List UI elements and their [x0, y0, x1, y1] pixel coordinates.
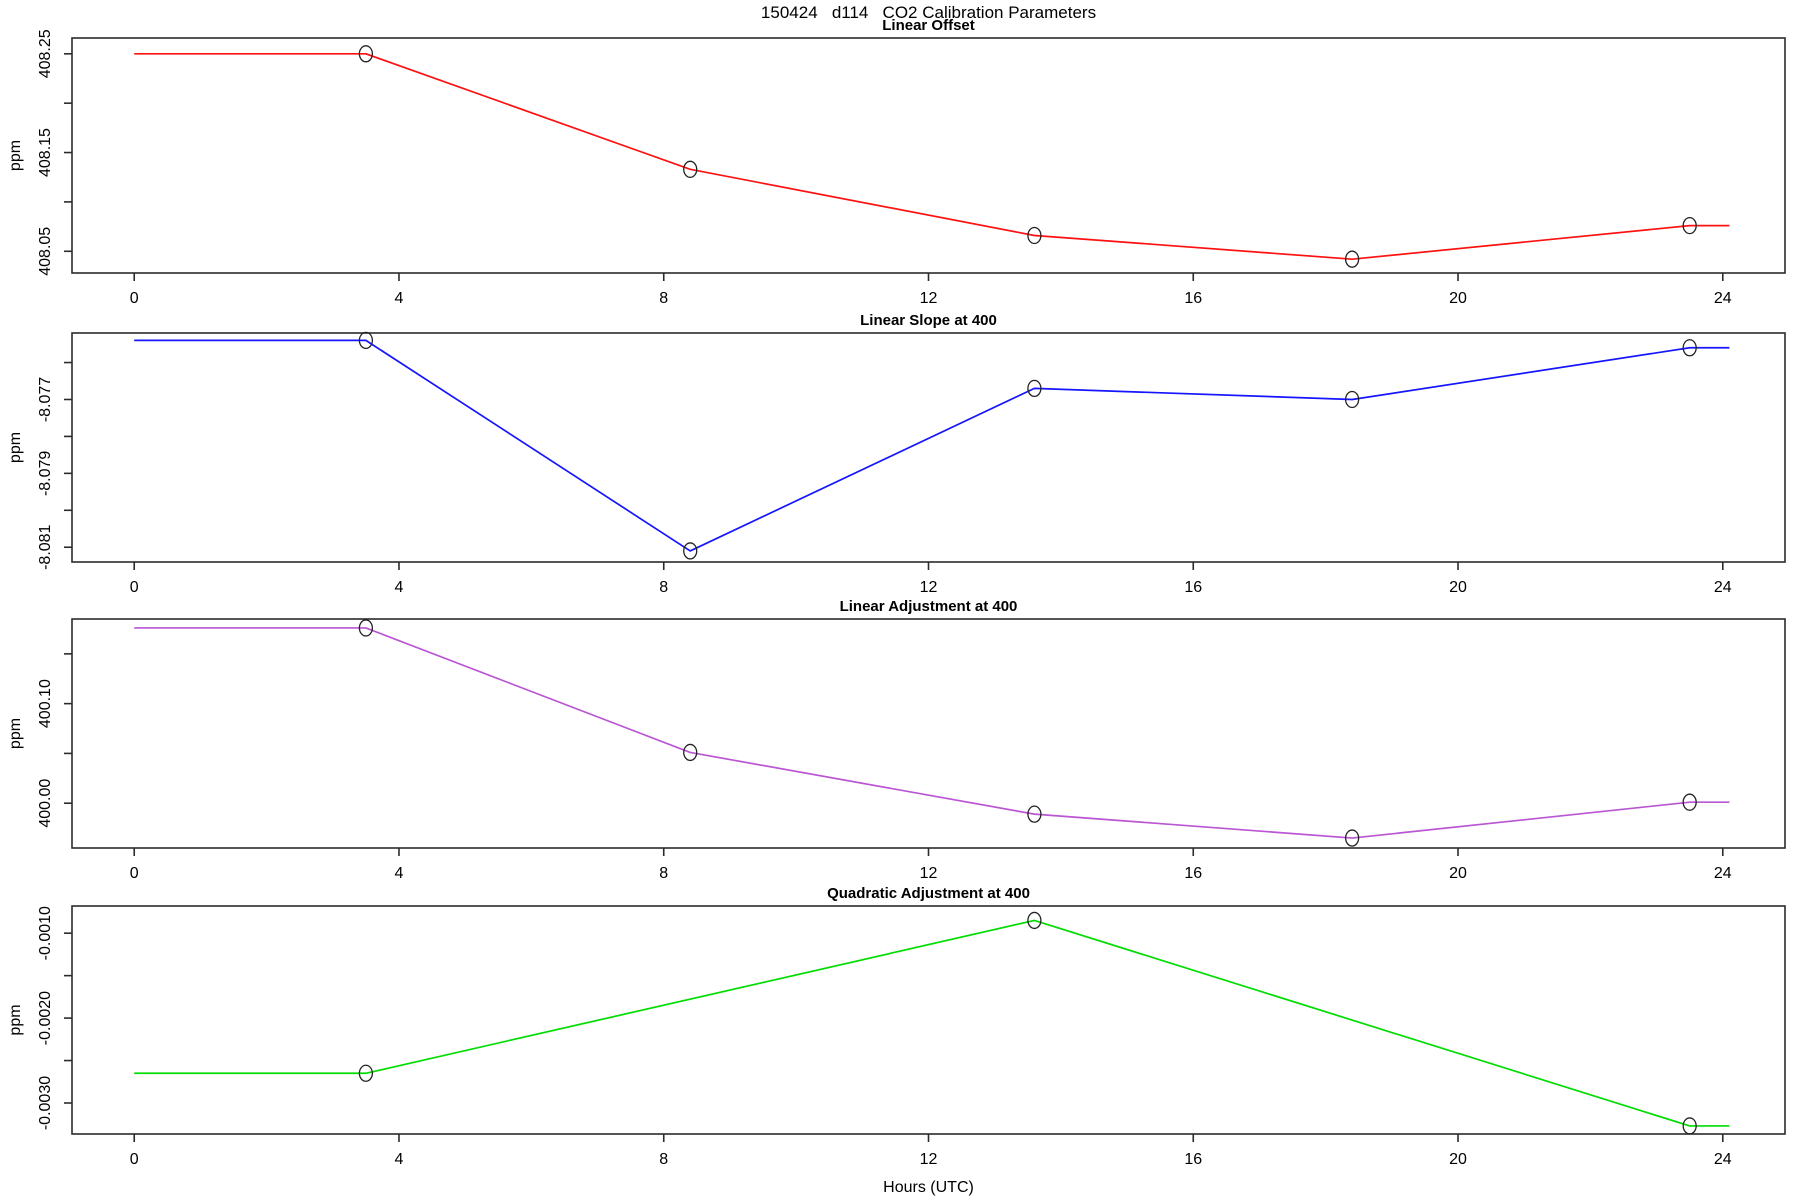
- x-axis-tick-label: 4: [395, 1151, 404, 1168]
- x-axis-tick-label: 24: [1714, 290, 1732, 307]
- y-axis-tick-label: 408.15: [37, 128, 54, 177]
- x-axis-tick-label: 0: [130, 1151, 139, 1168]
- series-line: [134, 627, 1730, 839]
- data-point: [358, 331, 374, 350]
- x-axis-tick-label: 8: [659, 865, 668, 882]
- x-axis-tick-label: 24: [1714, 1151, 1732, 1168]
- data-point: [683, 542, 698, 560]
- data-point: [1682, 1117, 1697, 1135]
- y-axis-tick-label: -8.081: [37, 524, 54, 569]
- y-axis-label: ppm: [7, 1004, 24, 1035]
- data-point: [358, 1064, 374, 1082]
- x-axis-tick-label: 12: [920, 1151, 938, 1168]
- data-point: [1027, 805, 1042, 823]
- panel-title: Linear Adjustment at 400: [840, 598, 1018, 615]
- data-point: [1682, 216, 1697, 235]
- data-point: [1027, 379, 1042, 398]
- page-title: 150424 d114 CO2 Calibration Parameters: [761, 3, 1096, 22]
- y-axis-tick-label: 400.10: [37, 679, 54, 728]
- x-axis-tick-label: 20: [1449, 290, 1467, 307]
- y-axis-tick-label: -0.0020: [37, 991, 54, 1045]
- x-axis-tick-label: 20: [1449, 865, 1467, 882]
- y-axis-label: ppm: [7, 140, 24, 171]
- y-axis-tick-label: -8.079: [37, 451, 54, 496]
- series-line: [134, 52, 1730, 261]
- data-point: [358, 619, 374, 637]
- x-axis-tick-label: 8: [659, 1151, 668, 1168]
- y-axis-tick-label: 408.05: [37, 227, 54, 276]
- data-point: [1682, 339, 1697, 357]
- x-axis-tick-label: 12: [920, 290, 938, 307]
- panel-4: [64, 905, 1786, 1142]
- y-axis-tick-label: -0.0030: [37, 1076, 54, 1130]
- data-point: [1682, 793, 1697, 811]
- x-axis-tick-label: 24: [1714, 865, 1732, 882]
- x-axis-tick-label: 20: [1449, 1151, 1467, 1168]
- y-axis-tick-label: 400.00: [37, 779, 54, 828]
- x-axis-tick-label: 4: [395, 865, 404, 882]
- x-axis-tick-label: 8: [659, 579, 668, 596]
- panel-3: [64, 618, 1786, 856]
- x-axis-tick-label: 16: [1184, 579, 1202, 596]
- series-line: [134, 339, 1730, 552]
- y-axis-label: ppm: [7, 432, 24, 463]
- plot-box: [71, 37, 1786, 274]
- plot-box: [71, 905, 1786, 1135]
- y-axis-tick-label: -0.0010: [37, 906, 54, 960]
- series-line: [134, 919, 1730, 1127]
- x-axis-tick-label: 16: [1184, 290, 1202, 307]
- data-point: [358, 45, 374, 63]
- x-axis-tick-label: 12: [920, 579, 938, 596]
- x-axis-title: Hours (UTC): [883, 1179, 974, 1196]
- x-axis-tick-label: 16: [1184, 865, 1202, 882]
- data-point: [1344, 829, 1360, 847]
- x-axis-tick-label: 0: [130, 865, 139, 882]
- data-point: [1344, 250, 1360, 268]
- x-axis-tick-label: 0: [130, 579, 139, 596]
- data-point: [683, 160, 698, 178]
- y-axis-label: ppm: [7, 718, 24, 749]
- y-axis-tick-label: -8.077: [37, 377, 54, 422]
- plot-box: [71, 332, 1786, 563]
- plot-box: [71, 618, 1786, 849]
- panel-title: Quadratic Adjustment at 400: [827, 885, 1030, 902]
- data-point: [1027, 226, 1042, 245]
- x-axis-tick-label: 4: [395, 579, 404, 596]
- x-axis-tick-label: 12: [920, 865, 938, 882]
- x-axis-tick-label: 24: [1714, 579, 1732, 596]
- panel-title: Linear Slope at 400: [860, 312, 997, 329]
- x-axis-tick-label: 16: [1184, 1151, 1202, 1168]
- y-axis-tick-label: 408.25: [37, 29, 54, 78]
- data-point: [1344, 390, 1360, 409]
- panel-1: [64, 37, 1786, 281]
- x-axis-tick-label: 20: [1449, 579, 1467, 596]
- panel-2: [64, 331, 1786, 570]
- data-point: [1027, 911, 1042, 930]
- x-axis-tick-label: 4: [395, 290, 404, 307]
- data-point: [683, 743, 698, 762]
- x-axis-tick-label: 8: [659, 290, 668, 307]
- x-axis-tick-label: 0: [130, 290, 139, 307]
- panel-title: Linear Offset: [882, 17, 975, 34]
